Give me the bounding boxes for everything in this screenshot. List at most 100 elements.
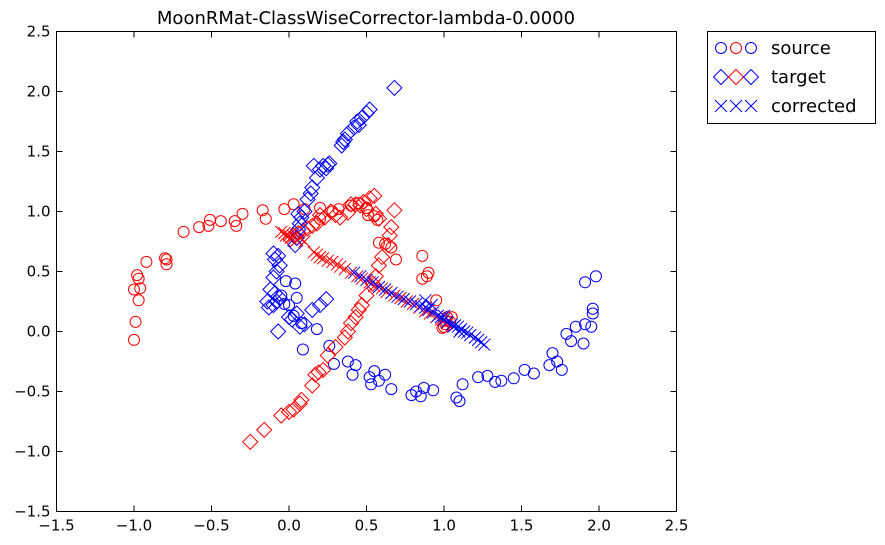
target-red-point xyxy=(314,361,332,379)
corrected-blue-point xyxy=(353,269,367,283)
corrected-blue-point xyxy=(414,299,428,313)
corrected-blue-point xyxy=(477,338,491,352)
source-red-point xyxy=(159,252,171,265)
legend-corrected-marker xyxy=(744,99,758,113)
corrected-red-point xyxy=(355,272,369,286)
target-blue-point xyxy=(353,109,371,127)
source-blue-point xyxy=(368,365,381,378)
target-blue-point xyxy=(317,290,335,308)
corrected-red-point xyxy=(394,291,407,305)
corrected-red-point xyxy=(298,235,311,248)
plot-frame xyxy=(56,31,677,512)
target-red-point xyxy=(319,347,336,364)
source-blue-point xyxy=(414,390,427,403)
target-red-point xyxy=(304,377,321,394)
source-red-point xyxy=(214,215,227,228)
y-tick-label: 0.0 xyxy=(27,323,51,341)
source-blue-point xyxy=(450,391,463,404)
legend-corrected-marker xyxy=(729,99,743,113)
target-red-point xyxy=(285,401,302,418)
source-blue-point xyxy=(585,320,598,333)
source-red-point xyxy=(134,282,147,295)
target-red-point xyxy=(366,187,383,205)
target-blue-point xyxy=(336,131,354,148)
corrected-blue-point xyxy=(366,275,380,289)
y-tick-label: 2.5 xyxy=(27,23,51,41)
source-blue-point xyxy=(283,299,295,312)
source-blue-point xyxy=(341,355,354,368)
corrected-red-point xyxy=(316,251,330,265)
source-red-point xyxy=(228,215,241,228)
legend-target-marker xyxy=(712,68,730,86)
y-tick-label: 1.5 xyxy=(27,143,51,161)
source-red-point xyxy=(132,272,145,285)
corrected-blue-point xyxy=(347,266,361,280)
target-red-point xyxy=(381,227,398,244)
target-red-point xyxy=(336,329,354,346)
source-red-point xyxy=(372,236,385,249)
legend: source target corrected xyxy=(707,31,876,124)
target-blue-point xyxy=(293,209,310,226)
target-blue-point xyxy=(358,104,375,122)
source-red-point xyxy=(202,219,215,232)
x-tick-label: 0.0 xyxy=(277,517,301,535)
y-tick-label: 1.0 xyxy=(27,203,51,221)
source-red-point xyxy=(129,315,142,328)
target-red-point xyxy=(273,407,290,424)
source-blue-point xyxy=(472,371,485,384)
legend-label-target: target xyxy=(771,67,826,88)
target-blue-point xyxy=(311,296,329,314)
target-red-point xyxy=(347,308,364,326)
source-blue-point xyxy=(586,302,599,315)
target-blue-point xyxy=(290,205,307,223)
source-red-point xyxy=(132,294,145,307)
target-blue-point xyxy=(265,296,282,314)
corrected-red-point xyxy=(277,226,291,240)
target-red-point xyxy=(352,197,369,214)
source-blue-point xyxy=(323,339,336,352)
corrected-blue-point xyxy=(437,309,451,323)
source-blue-point xyxy=(586,307,599,320)
target-blue-point xyxy=(296,203,313,220)
corrected-blue-point xyxy=(431,309,445,323)
target-blue-point xyxy=(259,293,276,310)
legend-frame xyxy=(707,31,876,124)
data-points xyxy=(128,79,602,451)
corrected-red-point xyxy=(344,266,358,280)
target-blue-point xyxy=(271,257,288,274)
chart-title: MoonRMat-ClassWiseCorrector-lambda-0.000… xyxy=(157,8,575,29)
source-blue-point xyxy=(410,385,423,398)
source-red-point xyxy=(416,249,429,262)
source-red-point xyxy=(345,199,357,212)
x-tick-label: 2.0 xyxy=(587,517,611,535)
corrected-red-point xyxy=(333,260,347,274)
source-red-point xyxy=(430,294,443,307)
x-tick-label: 2.5 xyxy=(665,517,689,535)
target-red-point xyxy=(339,204,357,221)
target-red-point xyxy=(310,364,327,381)
corrected-blue-point xyxy=(384,286,398,300)
target-red-point xyxy=(358,287,375,304)
source-red-point xyxy=(389,253,402,266)
source-blue-point xyxy=(279,275,292,288)
target-blue-point xyxy=(296,316,313,333)
target-red-point xyxy=(379,236,397,254)
legend-source-marker xyxy=(730,42,742,54)
target-red-point xyxy=(373,248,391,266)
source-red-point xyxy=(160,253,173,266)
target-red-point xyxy=(327,206,344,224)
source-blue-point xyxy=(289,277,302,290)
x-tick-label: −1.5 xyxy=(38,517,74,535)
corrected-blue-point xyxy=(425,298,438,312)
target-blue-point xyxy=(269,247,287,265)
target-red-point xyxy=(370,210,388,227)
legend-corrected-marker xyxy=(714,99,728,113)
y-tick-label: −1.5 xyxy=(14,503,50,521)
target-blue-point xyxy=(386,79,403,97)
source-blue-point xyxy=(579,318,592,331)
legend-label-corrected: corrected xyxy=(771,96,857,117)
corrected-blue-point xyxy=(378,283,392,296)
source-red-point xyxy=(371,213,384,226)
target-blue-point xyxy=(348,113,366,130)
